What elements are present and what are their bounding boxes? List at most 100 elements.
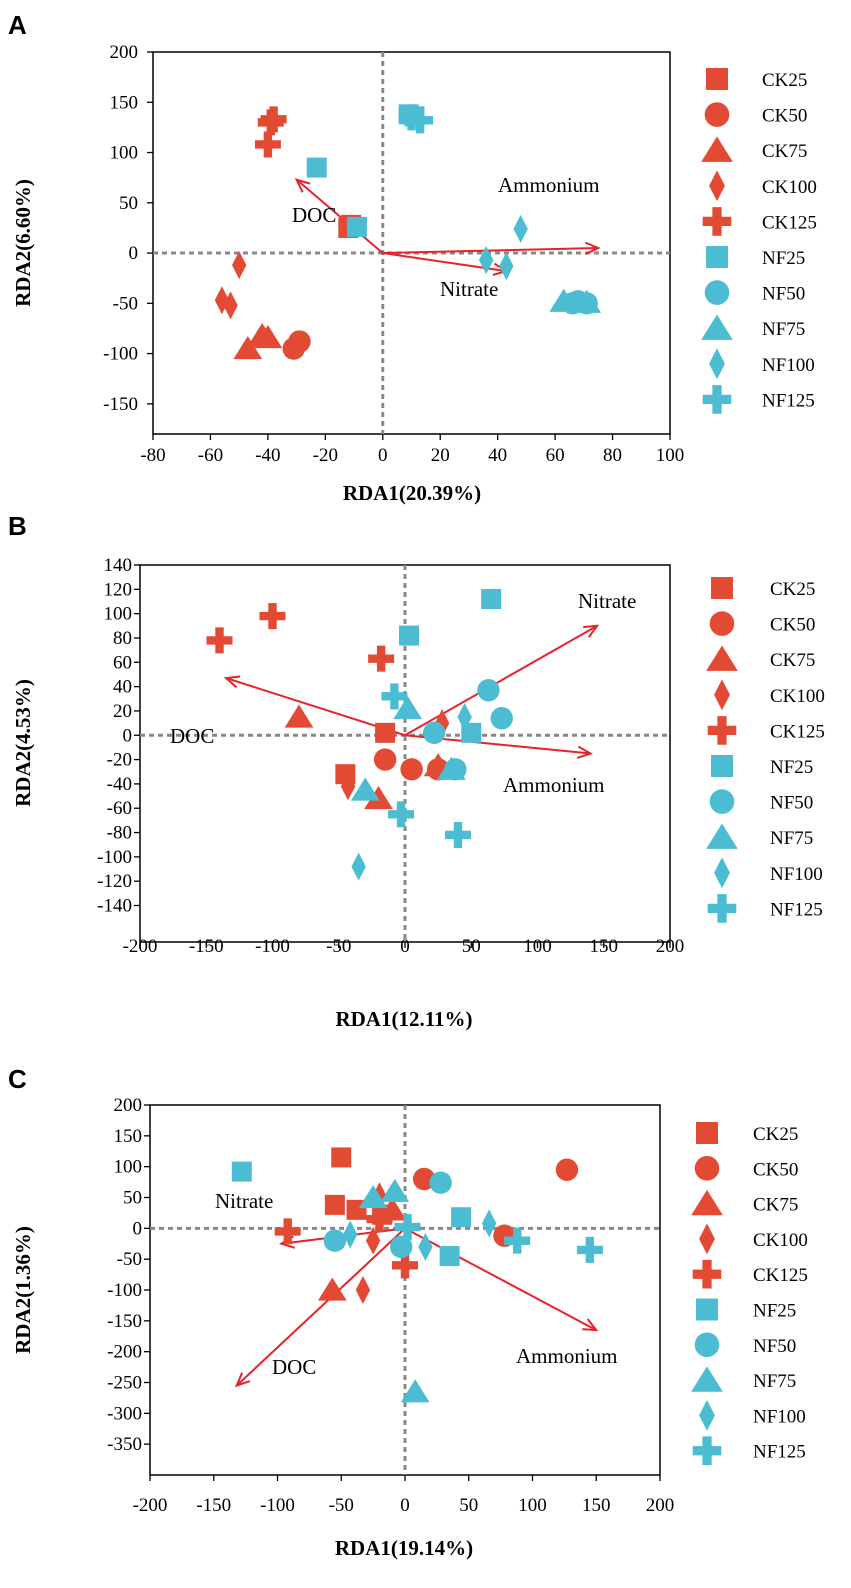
legend-marker-diamond <box>714 857 730 889</box>
point-nf100 <box>342 1220 358 1249</box>
arrow-head <box>584 241 601 255</box>
legend-marker-circle <box>694 1155 720 1181</box>
y-tick-label: -40 <box>107 774 132 795</box>
point-nf125 <box>504 1227 531 1254</box>
y-tick-label: -50 <box>113 293 138 314</box>
legend-marker-diamond <box>699 1223 715 1255</box>
legend-marker-square <box>706 246 728 268</box>
arrow-nitrate: Nitrate <box>382 252 509 301</box>
arrow-label: DOC <box>272 1355 316 1379</box>
x-axis-title: RDA1(20.39%) <box>343 481 481 505</box>
point-nf75 <box>549 288 579 312</box>
legend-marker-square <box>711 755 733 777</box>
y-tick-label: 60 <box>113 652 132 673</box>
point-ck125 <box>260 106 287 133</box>
legend-marker-square <box>696 1122 718 1144</box>
x-tick-label: -50 <box>329 1495 354 1516</box>
y-tick-label: 0 <box>129 243 139 264</box>
legend-label: CK125 <box>762 212 817 233</box>
point-nf50 <box>323 1229 347 1252</box>
x-tick-label: -200 <box>133 1495 168 1516</box>
arrow-nitrate: Nitrate <box>404 589 636 737</box>
legend-marker-square <box>696 1298 718 1321</box>
legend-item-ck125: CK125 <box>702 207 817 236</box>
point-ck25 <box>375 722 396 743</box>
arrow-head <box>294 178 311 193</box>
x-tick-label: 0 <box>378 445 388 466</box>
point-nf50 <box>429 1171 452 1194</box>
y-tick-label: 150 <box>114 1126 143 1147</box>
y-tick-label: 20 <box>113 701 132 722</box>
legend-item-ck25: CK25 <box>696 1122 798 1145</box>
arrow-label: Ammonium <box>516 1344 618 1368</box>
y-tick-label: 0 <box>123 725 133 746</box>
legend-label: CK100 <box>770 686 825 707</box>
arrow-head <box>576 745 593 759</box>
point-nf50 <box>389 1235 413 1259</box>
legend-marker-square <box>711 577 733 599</box>
legend-item-nf125: NF125 <box>692 1436 806 1465</box>
arrow-ammonium: Ammonium <box>382 173 601 255</box>
point-nf125 <box>407 107 434 134</box>
arrow-head <box>583 624 600 638</box>
legend-label: CK50 <box>762 106 807 127</box>
point-ck125 <box>206 627 233 654</box>
y-tick-label: -120 <box>97 871 132 892</box>
x-tick-label: 200 <box>646 1495 675 1516</box>
y-tick-label: -80 <box>107 823 132 844</box>
legend-item-nf125: NF125 <box>707 894 823 923</box>
x-tick-label: -20 <box>313 445 338 466</box>
y-tick-label: 50 <box>123 1188 142 1209</box>
legend-marker-triangle <box>691 1189 723 1216</box>
arrow-shaft <box>295 178 384 254</box>
legend-label: NF25 <box>770 757 813 778</box>
legend-item-ck100: CK100 <box>714 679 825 711</box>
panel-letter: A <box>8 10 27 40</box>
legend-item-ck25: CK25 <box>706 68 807 91</box>
x-tick-label: -50 <box>326 936 351 957</box>
y-tick-label: -300 <box>107 1403 142 1424</box>
legend-marker-plus <box>707 894 737 923</box>
legend-item-nf50: NF50 <box>709 789 813 814</box>
legend-item-nf100: NF100 <box>709 348 815 380</box>
y-tick-label: -150 <box>103 394 138 415</box>
point-nf25 <box>451 1207 472 1228</box>
arrow-head <box>223 675 241 689</box>
legend-label: CK50 <box>753 1159 798 1180</box>
point-nf25 <box>346 216 367 237</box>
chart-panel-b: B-200 -150 -100 -50 0 50 100 150 200140120100806… <box>8 511 825 1031</box>
legend-item-ck125: CK125 <box>707 716 825 745</box>
legend-item-ck50: CK50 <box>709 611 815 636</box>
legend-item-nf75: NF75 <box>691 1366 796 1392</box>
legend-label: NF125 <box>770 899 823 920</box>
point-ck50 <box>555 1158 579 1181</box>
y-axis-title: RDA2(6.60%) <box>11 179 35 307</box>
legend-item-nf50: NF50 <box>704 280 805 305</box>
y-tick-label: -350 <box>107 1434 142 1455</box>
x-tick-label: 200 <box>656 936 685 957</box>
point-nf75 <box>358 1185 388 1209</box>
y-tick-label: -200 <box>107 1342 142 1363</box>
point-nf25 <box>306 157 327 178</box>
legend-marker-diamond <box>699 1400 715 1431</box>
legend-label: NF25 <box>753 1301 796 1322</box>
y-tick-label: 80 <box>113 628 132 649</box>
legend: CK25 CK50 CK75 CK100 CK125 NF25 NF50 NF75 NF100 N… <box>701 68 817 414</box>
point-nf50 <box>477 679 500 702</box>
x-tick-label: 100 <box>523 936 552 957</box>
y-axis-title: RDA2(1.36%) <box>11 1226 35 1354</box>
legend-label: CK75 <box>770 650 815 671</box>
legend-item-ck25: CK25 <box>711 577 815 600</box>
y-tick-label: -60 <box>107 798 132 819</box>
legend-marker-plus <box>707 716 737 745</box>
point-ck100 <box>223 291 238 320</box>
y-tick-label: 100 <box>104 604 133 625</box>
point-ck50 <box>400 758 423 781</box>
y-tick-label: 0 <box>133 1218 143 1239</box>
legend-label: NF50 <box>770 793 813 814</box>
legend-item-ck50: CK50 <box>694 1155 798 1181</box>
legend-item-nf100: NF100 <box>699 1400 806 1431</box>
point-ck75 <box>284 704 314 728</box>
point-ck125 <box>392 1252 418 1279</box>
legend-label: CK125 <box>770 721 825 742</box>
